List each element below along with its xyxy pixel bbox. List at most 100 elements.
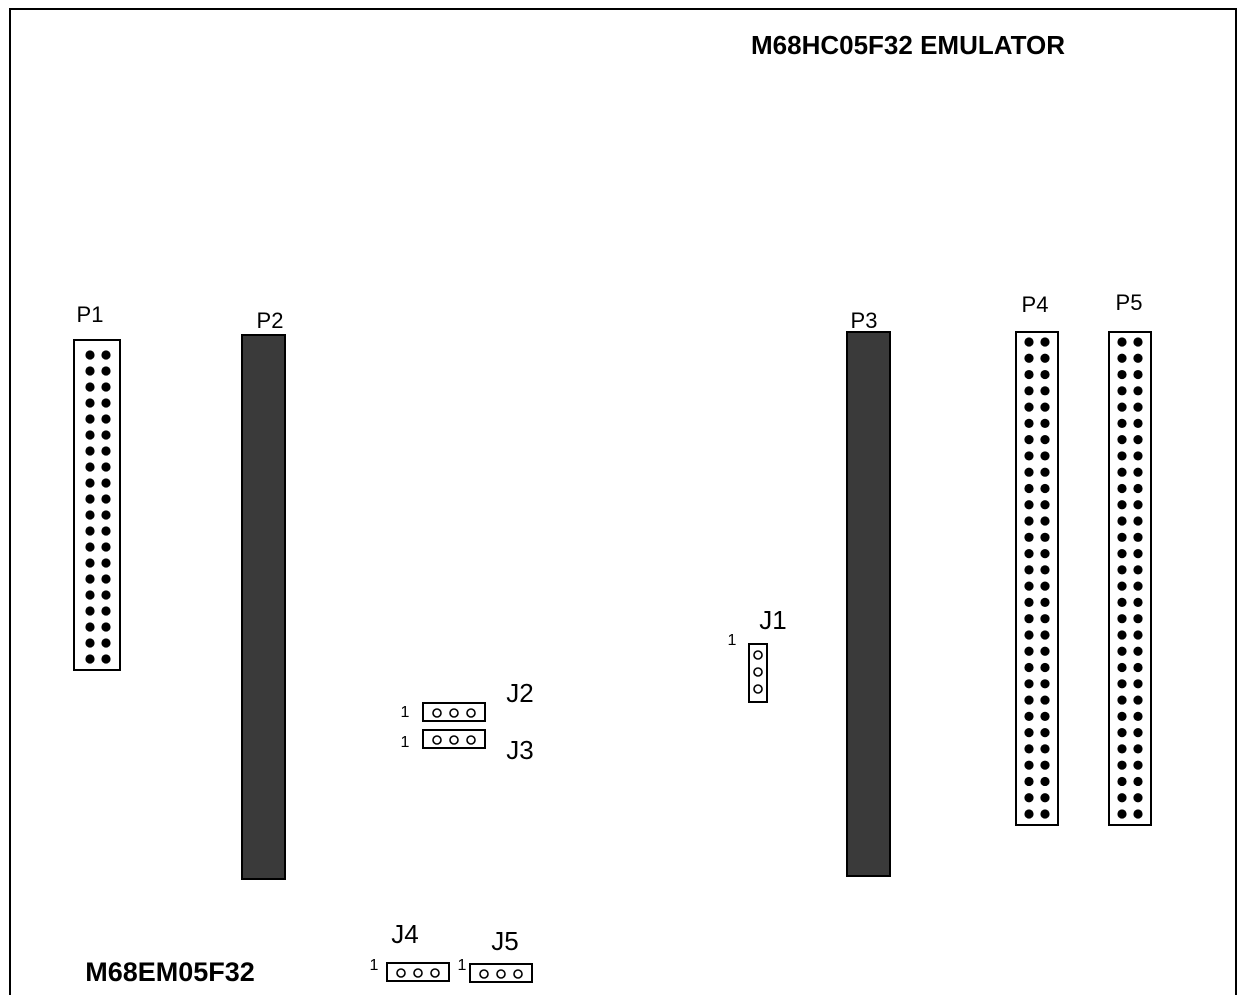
p5-pin [1133, 614, 1142, 623]
p1-pin [85, 622, 94, 631]
p5-pin [1133, 533, 1142, 542]
p4-pin [1040, 533, 1049, 542]
p4-pin [1024, 516, 1033, 525]
p4-pin [1024, 354, 1033, 363]
p4-pin [1040, 728, 1049, 737]
p4-pin [1024, 679, 1033, 688]
p4-pin [1040, 663, 1049, 672]
p4-pin [1024, 533, 1033, 542]
p1-pin [85, 526, 94, 535]
j2-jumper [423, 703, 485, 721]
p5-label: P5 [1116, 290, 1143, 315]
p4-pin [1040, 500, 1049, 509]
p5-pin [1117, 337, 1126, 346]
p1-pin [101, 382, 110, 391]
p5-pin [1117, 598, 1126, 607]
p2-connector [242, 335, 285, 879]
p5-pin [1133, 728, 1142, 737]
j3-pin1-marker: 1 [401, 734, 410, 751]
p4-pin [1040, 549, 1049, 558]
p5-pin [1117, 793, 1126, 802]
p1-pin [85, 494, 94, 503]
p1-pin [85, 478, 94, 487]
p4-pin [1024, 565, 1033, 574]
p5-pin [1117, 647, 1126, 656]
p5-pin [1133, 468, 1142, 477]
p5-pin [1133, 777, 1142, 786]
p4-pin [1040, 468, 1049, 477]
p4-pin [1040, 516, 1049, 525]
p4-pin [1040, 582, 1049, 591]
p5-pin [1117, 744, 1126, 753]
p5-pin [1117, 695, 1126, 704]
p1-pin [85, 430, 94, 439]
p1-pin [101, 510, 110, 519]
p1-label: P1 [77, 302, 104, 327]
p1-pin [85, 574, 94, 583]
p5-pin [1133, 370, 1142, 379]
p4-pin [1040, 370, 1049, 379]
p1-pin [85, 590, 94, 599]
p4-pin [1024, 370, 1033, 379]
p1-pin [101, 446, 110, 455]
p1-pin [101, 590, 110, 599]
p1-pin [101, 654, 110, 663]
p5-pin [1117, 777, 1126, 786]
p4-pin [1024, 793, 1033, 802]
p1-pin [101, 414, 110, 423]
p4-pin [1024, 809, 1033, 818]
j1-label: J1 [759, 605, 786, 635]
p4-pin [1040, 419, 1049, 428]
p4-pin [1040, 386, 1049, 395]
p4-pin [1024, 419, 1033, 428]
p4-pin [1040, 761, 1049, 770]
p5-pin [1117, 728, 1126, 737]
j4-label: J4 [391, 919, 418, 949]
p4-pin [1024, 337, 1033, 346]
p5-pin [1133, 679, 1142, 688]
p5-pin [1117, 451, 1126, 460]
p3-label: P3 [851, 308, 878, 333]
p5-pin [1133, 484, 1142, 493]
p5-pin [1133, 695, 1142, 704]
p1-pin [101, 366, 110, 375]
p1-pin [85, 414, 94, 423]
p4-pin [1024, 728, 1033, 737]
p4-pin [1040, 451, 1049, 460]
p4-pin [1024, 614, 1033, 623]
p4-pin [1040, 484, 1049, 493]
p4-pin [1040, 712, 1049, 721]
j4-pin1-marker: 1 [370, 957, 379, 974]
p5-pin [1117, 516, 1126, 525]
p1-pin [101, 430, 110, 439]
p5-pin [1117, 403, 1126, 412]
p5-pin [1133, 403, 1142, 412]
p1-header [74, 340, 120, 670]
p5-pin [1133, 435, 1142, 444]
p5-pin [1117, 370, 1126, 379]
p5-pin [1133, 386, 1142, 395]
p1-pin [85, 462, 94, 471]
p1-pin [85, 638, 94, 647]
p5-pin [1117, 354, 1126, 363]
p4-pin [1040, 647, 1049, 656]
j4-jumper [387, 963, 449, 981]
p4-pin [1024, 663, 1033, 672]
p5-pin [1117, 500, 1126, 509]
p5-pin [1117, 712, 1126, 721]
j5-pin1-marker: 1 [458, 957, 467, 974]
p4-pin [1040, 777, 1049, 786]
p1-pin [101, 542, 110, 551]
j3-label: J3 [506, 735, 533, 765]
p4-pin [1024, 761, 1033, 770]
p4-header [1016, 332, 1058, 825]
p5-pin [1117, 663, 1126, 672]
p5-pin [1133, 647, 1142, 656]
p3-connector [847, 332, 890, 876]
p5-pin [1117, 614, 1126, 623]
p5-pin [1133, 630, 1142, 639]
p4-pin [1040, 793, 1049, 802]
p5-pin [1117, 468, 1126, 477]
p4-pin [1040, 565, 1049, 574]
p4-pin [1024, 744, 1033, 753]
